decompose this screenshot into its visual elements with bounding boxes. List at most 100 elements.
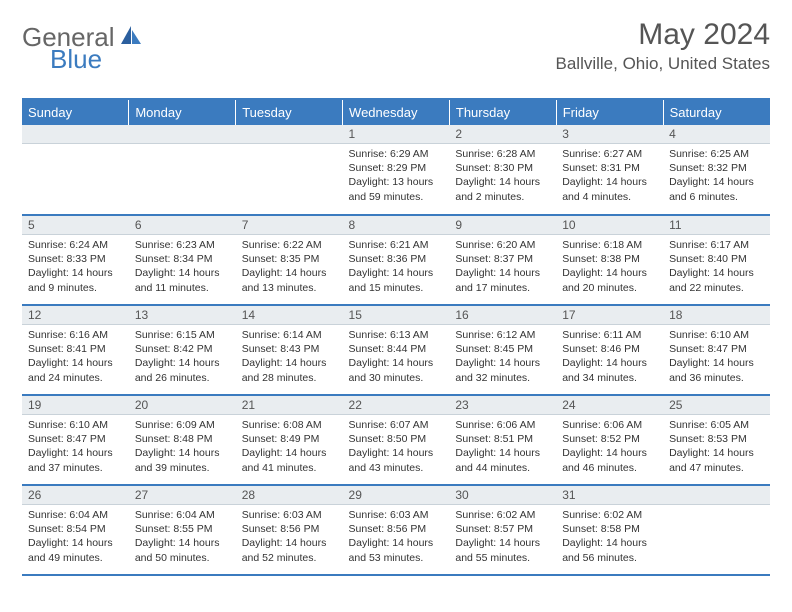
daylight-label: Daylight: 14 hours and 56 minutes.	[562, 536, 657, 564]
sunset-label: Sunset: 8:56 PM	[349, 522, 444, 536]
title-block: May 2024 Ballville, Ohio, United States	[556, 18, 771, 74]
calendar-week-row: 19Sunrise: 6:10 AMSunset: 8:47 PMDayligh…	[22, 395, 770, 485]
day-details: Sunrise: 6:29 AMSunset: 8:29 PMDaylight:…	[343, 144, 450, 208]
sunset-label: Sunset: 8:34 PM	[135, 252, 230, 266]
sunset-label: Sunset: 8:32 PM	[669, 161, 764, 175]
day-number: 20	[129, 396, 236, 414]
day-number: 15	[343, 306, 450, 324]
calendar-day-cell: 13Sunrise: 6:15 AMSunset: 8:42 PMDayligh…	[129, 305, 236, 395]
daylight-label: Daylight: 14 hours and 24 minutes.	[28, 356, 123, 384]
day-number: 14	[236, 306, 343, 324]
day-details: Sunrise: 6:12 AMSunset: 8:45 PMDaylight:…	[449, 325, 556, 389]
sunrise-label: Sunrise: 6:15 AM	[135, 328, 230, 342]
sunset-label: Sunset: 8:44 PM	[349, 342, 444, 356]
page-header: General May 2024 Ballville, Ohio, United…	[22, 18, 770, 74]
sunrise-label: Sunrise: 6:05 AM	[669, 418, 764, 432]
day-details: Sunrise: 6:28 AMSunset: 8:30 PMDaylight:…	[449, 144, 556, 208]
daylight-label: Daylight: 14 hours and 39 minutes.	[135, 446, 230, 474]
day-details: Sunrise: 6:14 AMSunset: 8:43 PMDaylight:…	[236, 325, 343, 389]
daylight-label: Daylight: 14 hours and 6 minutes.	[669, 175, 764, 203]
day-number: 6	[129, 216, 236, 234]
sunrise-label: Sunrise: 6:22 AM	[242, 238, 337, 252]
calendar-day-cell: 21Sunrise: 6:08 AMSunset: 8:49 PMDayligh…	[236, 395, 343, 485]
sunrise-label: Sunrise: 6:28 AM	[455, 147, 550, 161]
sunrise-label: Sunrise: 6:04 AM	[135, 508, 230, 522]
calendar-day-cell: 11Sunrise: 6:17 AMSunset: 8:40 PMDayligh…	[663, 215, 770, 305]
sunrise-label: Sunrise: 6:20 AM	[455, 238, 550, 252]
day-details: Sunrise: 6:27 AMSunset: 8:31 PMDaylight:…	[556, 144, 663, 208]
daylight-label: Daylight: 14 hours and 34 minutes.	[562, 356, 657, 384]
sunrise-label: Sunrise: 6:07 AM	[349, 418, 444, 432]
day-details: Sunrise: 6:05 AMSunset: 8:53 PMDaylight:…	[663, 415, 770, 479]
calendar-week-row: ...1Sunrise: 6:29 AMSunset: 8:29 PMDayli…	[22, 125, 770, 215]
calendar-table: Sunday Monday Tuesday Wednesday Thursday…	[22, 98, 770, 576]
calendar-day-cell: 26Sunrise: 6:04 AMSunset: 8:54 PMDayligh…	[22, 485, 129, 575]
day-details: Sunrise: 6:09 AMSunset: 8:48 PMDaylight:…	[129, 415, 236, 479]
calendar-day-cell: 20Sunrise: 6:09 AMSunset: 8:48 PMDayligh…	[129, 395, 236, 485]
day-details: Sunrise: 6:24 AMSunset: 8:33 PMDaylight:…	[22, 235, 129, 299]
sunset-label: Sunset: 8:42 PM	[135, 342, 230, 356]
calendar-header-row: Sunday Monday Tuesday Wednesday Thursday…	[22, 99, 770, 125]
calendar-day-cell: 19Sunrise: 6:10 AMSunset: 8:47 PMDayligh…	[22, 395, 129, 485]
day-number: 7	[236, 216, 343, 234]
sunrise-label: Sunrise: 6:11 AM	[562, 328, 657, 342]
day-details: Sunrise: 6:10 AMSunset: 8:47 PMDaylight:…	[663, 325, 770, 389]
calendar-day-cell: 18Sunrise: 6:10 AMSunset: 8:47 PMDayligh…	[663, 305, 770, 395]
sunrise-label: Sunrise: 6:12 AM	[455, 328, 550, 342]
calendar-day-cell: 9Sunrise: 6:20 AMSunset: 8:37 PMDaylight…	[449, 215, 556, 305]
weekday-header: Friday	[556, 99, 663, 125]
day-number: 8	[343, 216, 450, 234]
day-number: 13	[129, 306, 236, 324]
sunrise-label: Sunrise: 6:02 AM	[455, 508, 550, 522]
sunset-label: Sunset: 8:53 PM	[669, 432, 764, 446]
calendar-week-row: 5Sunrise: 6:24 AMSunset: 8:33 PMDaylight…	[22, 215, 770, 305]
day-number: 16	[449, 306, 556, 324]
sunset-label: Sunset: 8:52 PM	[562, 432, 657, 446]
brand-sail-icon	[119, 24, 143, 51]
sunrise-label: Sunrise: 6:29 AM	[349, 147, 444, 161]
day-number: 1	[343, 125, 450, 143]
weekday-header: Sunday	[22, 99, 129, 125]
day-number: 25	[663, 396, 770, 414]
day-number: 3	[556, 125, 663, 143]
daylight-label: Daylight: 14 hours and 15 minutes.	[349, 266, 444, 294]
day-details: Sunrise: 6:15 AMSunset: 8:42 PMDaylight:…	[129, 325, 236, 389]
day-details: Sunrise: 6:23 AMSunset: 8:34 PMDaylight:…	[129, 235, 236, 299]
day-number: 5	[22, 216, 129, 234]
daylight-label: Daylight: 14 hours and 50 minutes.	[135, 536, 230, 564]
day-details: Sunrise: 6:04 AMSunset: 8:54 PMDaylight:…	[22, 505, 129, 569]
sunset-label: Sunset: 8:51 PM	[455, 432, 550, 446]
daylight-label: Daylight: 14 hours and 28 minutes.	[242, 356, 337, 384]
sunset-label: Sunset: 8:37 PM	[455, 252, 550, 266]
day-details: Sunrise: 6:06 AMSunset: 8:52 PMDaylight:…	[556, 415, 663, 479]
sunrise-label: Sunrise: 6:09 AM	[135, 418, 230, 432]
day-details: Sunrise: 6:03 AMSunset: 8:56 PMDaylight:…	[343, 505, 450, 569]
calendar-day-cell: 2Sunrise: 6:28 AMSunset: 8:30 PMDaylight…	[449, 125, 556, 215]
daylight-label: Daylight: 14 hours and 37 minutes.	[28, 446, 123, 474]
day-number: 28	[236, 486, 343, 504]
day-number: 27	[129, 486, 236, 504]
sunrise-label: Sunrise: 6:04 AM	[28, 508, 123, 522]
day-number: 31	[556, 486, 663, 504]
sunset-label: Sunset: 8:47 PM	[28, 432, 123, 446]
calendar-day-cell: .	[236, 125, 343, 215]
calendar-day-cell: 27Sunrise: 6:04 AMSunset: 8:55 PMDayligh…	[129, 485, 236, 575]
weekday-header: Saturday	[663, 99, 770, 125]
sunrise-label: Sunrise: 6:21 AM	[349, 238, 444, 252]
sunset-label: Sunset: 8:48 PM	[135, 432, 230, 446]
daylight-label: Daylight: 14 hours and 36 minutes.	[669, 356, 764, 384]
day-number: 26	[22, 486, 129, 504]
day-details: Sunrise: 6:02 AMSunset: 8:57 PMDaylight:…	[449, 505, 556, 569]
sunset-label: Sunset: 8:43 PM	[242, 342, 337, 356]
brand-blue: Blue	[50, 44, 102, 75]
day-details: Sunrise: 6:02 AMSunset: 8:58 PMDaylight:…	[556, 505, 663, 569]
sunset-label: Sunset: 8:50 PM	[349, 432, 444, 446]
weekday-header: Thursday	[449, 99, 556, 125]
sunset-label: Sunset: 8:49 PM	[242, 432, 337, 446]
day-details: Sunrise: 6:17 AMSunset: 8:40 PMDaylight:…	[663, 235, 770, 299]
daylight-label: Daylight: 14 hours and 44 minutes.	[455, 446, 550, 474]
sunrise-label: Sunrise: 6:16 AM	[28, 328, 123, 342]
weekday-header: Tuesday	[236, 99, 343, 125]
daylight-label: Daylight: 14 hours and 9 minutes.	[28, 266, 123, 294]
daylight-label: Daylight: 14 hours and 41 minutes.	[242, 446, 337, 474]
